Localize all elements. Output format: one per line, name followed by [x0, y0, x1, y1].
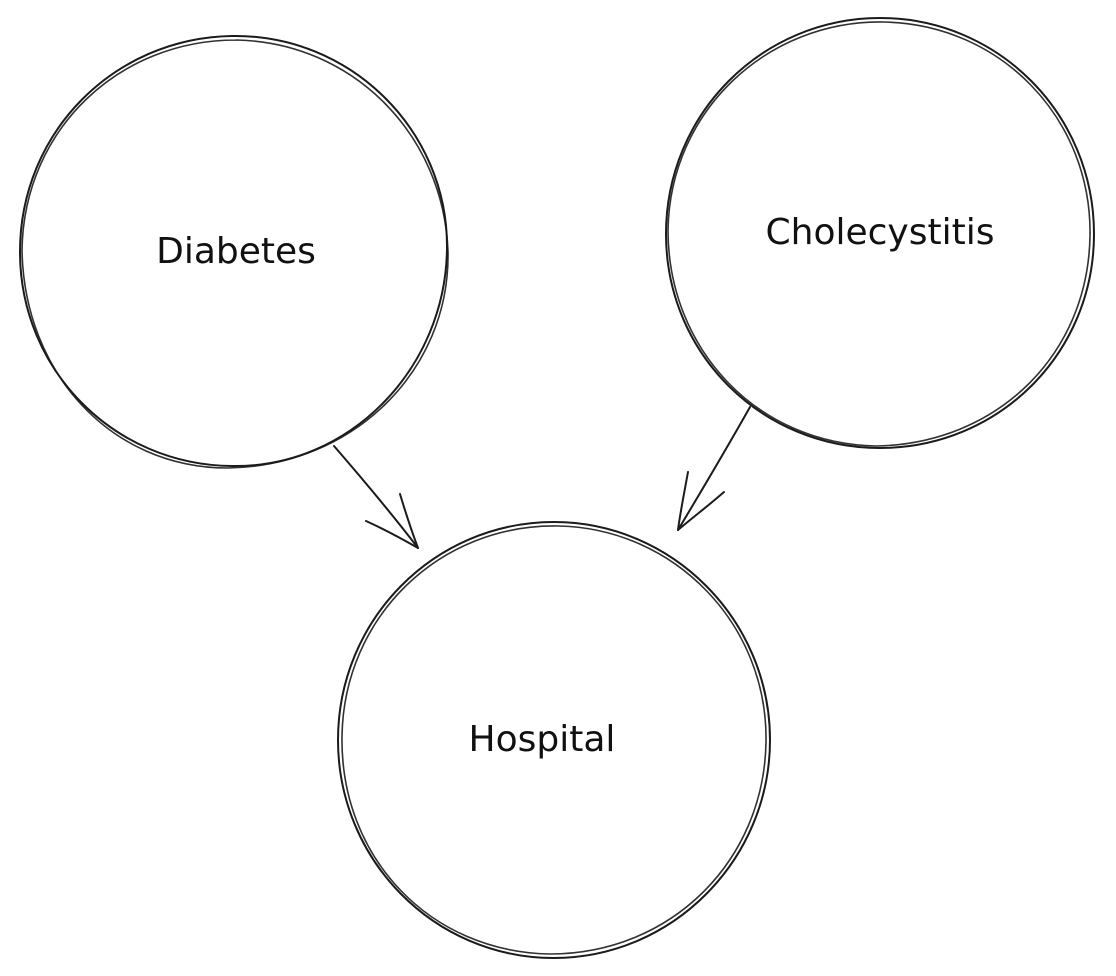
edge-cholecystitis-to-hospital-line: [677, 406, 751, 531]
edge-cholecystitis-to-hospital-arrowhead: [677, 471, 725, 531]
node-cholecystitis[interactable]: Cholecystitis: [665, 17, 1095, 449]
edge-cholecystitis-to-hospital: [677, 406, 751, 531]
node-diabetes-label: Diabetes: [156, 231, 316, 272]
node-hospital-outline: [337, 521, 771, 959]
edge-diabetes-to-hospital: [333, 445, 419, 549]
node-cholecystitis-outline-second: [667, 21, 1091, 447]
edge-diabetes-to-hospital-arrowhead: [365, 493, 419, 549]
node-hospital[interactable]: Hospital: [337, 521, 771, 959]
node-cholecystitis-label: Cholecystitis: [766, 212, 995, 253]
node-hospital-label: Hospital: [469, 719, 616, 760]
node-cholecystitis-outline: [665, 17, 1095, 449]
node-diabetes-outline: [19, 34, 449, 468]
node-hospital-outline-second: [341, 525, 767, 955]
edge-diabetes-to-hospital-line: [333, 445, 419, 549]
node-diabetes-outline-second: [21, 39, 449, 469]
node-diabetes[interactable]: Diabetes: [19, 34, 449, 469]
